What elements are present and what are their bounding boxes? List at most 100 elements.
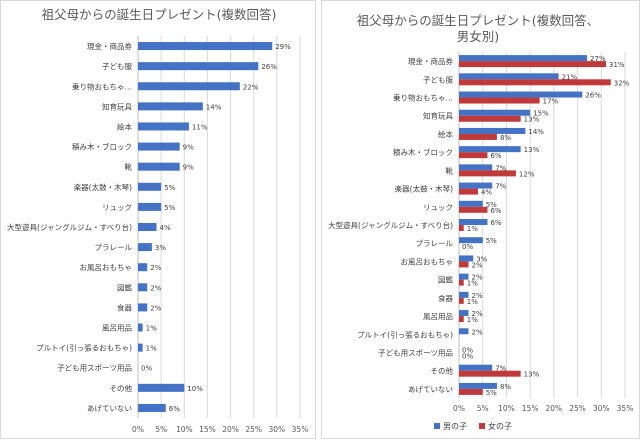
bar — [459, 279, 464, 286]
bar — [459, 382, 497, 389]
bar — [138, 223, 157, 231]
data-label: 2% — [471, 292, 482, 300]
data-label: 26% — [261, 63, 277, 71]
category-label: 大型遊具(ジャングルジム・すべり台) — [7, 222, 132, 232]
bar — [138, 323, 143, 332]
category-label: 靴 — [125, 162, 133, 172]
bar — [459, 79, 611, 86]
data-label: 5% — [486, 237, 497, 245]
data-label: 2% — [471, 310, 482, 318]
data-label: 5% — [164, 184, 175, 192]
data-label: 17% — [543, 98, 559, 106]
bar — [459, 188, 478, 195]
data-label: 5% — [486, 389, 497, 397]
x-tick-label: 25% — [245, 425, 262, 434]
data-label: 1% — [467, 298, 478, 306]
x-tick-label: 15% — [199, 425, 216, 434]
data-label: 22% — [243, 83, 259, 91]
bar — [459, 91, 583, 98]
category-label: 風呂用品 — [102, 324, 132, 333]
bar — [459, 237, 483, 244]
bar — [459, 115, 521, 122]
data-label: 7% — [495, 365, 506, 373]
category-label: その他 — [431, 366, 454, 376]
bar — [459, 310, 469, 317]
x-tick-label: 35% — [292, 425, 309, 434]
chart-by-gender: 祖父母からの誕生日プレゼント(複数回答、男女別)0% 5% 10% 15% 20% 25%… — [328, 13, 634, 431]
category-label: 図鑑 — [438, 275, 453, 285]
x-tick-label: 35% — [617, 404, 634, 413]
category-label: 子ども服 — [423, 75, 453, 84]
chart-overall: 祖父母からの誕生日プレゼント(複数回答) 0% 5% 10% 15% 20% 25% 30% 3… — [7, 7, 309, 434]
category-label: 絵本 — [117, 121, 132, 131]
bar — [138, 283, 148, 292]
data-label: 1% — [146, 345, 157, 353]
category-label: 積み木・ブロック — [393, 147, 453, 157]
bar — [138, 142, 180, 151]
category-label: 知育玩具 — [423, 111, 453, 121]
bar — [459, 297, 464, 304]
bar — [459, 255, 474, 262]
bar — [138, 343, 143, 352]
x-tick-label: 10% — [176, 425, 193, 434]
category-label: 子ども用スポーツ用品 — [57, 364, 132, 373]
data-label: 7% — [495, 164, 506, 172]
category-label: プラレール — [95, 243, 133, 252]
bar — [459, 328, 469, 335]
bar — [459, 170, 516, 177]
data-label: 8% — [500, 383, 511, 391]
bar — [138, 383, 185, 392]
data-label: 0% — [462, 243, 473, 251]
x-tick-label: 20% — [546, 404, 563, 413]
data-label: 2% — [471, 274, 482, 282]
data-label: 14% — [528, 128, 544, 136]
data-label: 12% — [519, 170, 535, 178]
bar — [138, 202, 162, 211]
category-label: 現金・商品券 — [87, 41, 132, 51]
category-label: あげていない — [87, 404, 132, 413]
data-label: 2% — [471, 328, 482, 336]
bar — [138, 403, 166, 412]
bar — [459, 146, 521, 153]
legend-swatch — [479, 423, 485, 429]
data-label: 14% — [206, 103, 222, 111]
data-label: 2% — [150, 304, 161, 312]
x-tick-label: 0% — [453, 404, 465, 413]
category-label: お風呂おもちゃ — [401, 257, 454, 266]
bar — [459, 73, 559, 80]
x-tick-label: 30% — [593, 404, 610, 413]
category-label: 乗り物おもちゃ… — [72, 81, 132, 91]
category-label: 現金・商品券 — [408, 56, 453, 66]
category-label: 楽器(太鼓・木琴) — [74, 182, 132, 192]
category-label: 食器 — [117, 302, 132, 312]
x-tick-label: 25% — [569, 404, 586, 413]
category-label: 大型遊具(ジャングルジム・すべり台) — [328, 220, 453, 230]
data-label: 8% — [500, 134, 511, 142]
data-label: 1% — [467, 225, 478, 233]
data-label: 9% — [183, 144, 194, 152]
category-label: 靴 — [446, 165, 454, 175]
bar — [138, 263, 148, 272]
category-label: プルトイ(引っ張るおもちゃ) — [36, 344, 132, 353]
data-label: 13% — [524, 146, 540, 154]
data-label: 15% — [533, 110, 549, 118]
data-label: 3% — [476, 255, 487, 263]
data-label: 21% — [562, 73, 578, 81]
data-label: 6% — [490, 152, 501, 160]
bar — [459, 370, 521, 377]
category-label: 知育玩具 — [102, 101, 132, 111]
category-label: 子ども用スポーツ用品 — [378, 348, 453, 357]
data-label: 26% — [585, 92, 601, 100]
category-label: プルトイ(引っ張るおもちゃ) — [357, 330, 453, 339]
bar — [459, 97, 540, 104]
data-label: 31% — [609, 61, 625, 69]
bar — [459, 182, 493, 189]
category-label: その他 — [110, 383, 133, 393]
bar — [138, 122, 189, 131]
bar — [459, 200, 483, 207]
chart-panel-by-gender: 祖父母からの誕生日プレゼント(複数回答、 男女別) 0% 5% 10% 15% 20% 25%… — [321, 0, 640, 439]
bar — [138, 182, 162, 191]
x-tick-label: 5% — [155, 425, 167, 434]
data-label: 5% — [486, 201, 497, 209]
x-tick-label: 5% — [477, 404, 489, 413]
